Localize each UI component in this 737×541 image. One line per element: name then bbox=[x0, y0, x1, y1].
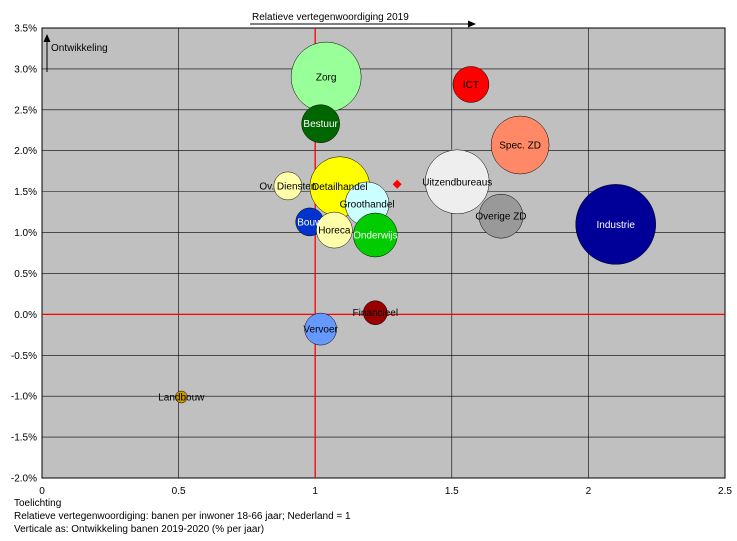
bubbles bbox=[175, 41, 656, 404]
y-tick-label: 1.0% bbox=[14, 228, 37, 239]
bubble-overige-zd bbox=[478, 193, 524, 239]
bubble-financieel bbox=[363, 300, 388, 325]
y-arrow-label: Ontwikkeling bbox=[51, 43, 108, 54]
bubble-uitzendbureaus bbox=[425, 149, 490, 215]
bubble-chart: Zorg ICT Bestuur Spec. ZD Ov. DienstenDetail… bbox=[11, 12, 733, 498]
x-arrow-head bbox=[468, 20, 476, 28]
x-tick-label: 2.5 bbox=[718, 486, 732, 497]
y-tick-label: -0.5% bbox=[11, 351, 37, 362]
bubble-landbouw bbox=[175, 390, 188, 404]
y-tick-label: 2.0% bbox=[14, 146, 37, 157]
y-tick-label: 3.0% bbox=[14, 64, 37, 75]
bubble-onderwijs bbox=[353, 212, 398, 258]
bubble-label-onderwijs: Onderwijs bbox=[353, 231, 397, 242]
axis-ticks: 3.5% 3.0% 2.5% 2.0% 1.5% 1.0% 0.5% 0.0% -0.5% -1.… bbox=[11, 24, 733, 498]
marker-diamond bbox=[392, 179, 402, 189]
x-tick-label: 1.5 bbox=[445, 486, 459, 497]
bubble-vervoer bbox=[304, 312, 337, 346]
y-tick-label: -1.0% bbox=[11, 392, 37, 403]
y-tick-label: 0.0% bbox=[14, 310, 37, 321]
notes-line-1: Relatieve vertegenwoordiging: banen per … bbox=[14, 511, 351, 522]
bubble-label-spec-zd: Spec. ZD bbox=[499, 141, 541, 152]
notes-line-2: Verticale as: Ontwikkeling banen 2019-20… bbox=[14, 524, 265, 535]
y-tick-label: -2.0% bbox=[11, 474, 37, 485]
bubble-label-financieel: Financieel bbox=[353, 308, 399, 319]
bubble-ict bbox=[452, 66, 490, 103]
y-tick-label: 0.5% bbox=[14, 269, 37, 280]
bubble-label-uitzendbureaus: Uitzendbureaus bbox=[422, 177, 492, 188]
bubble-horeca bbox=[316, 211, 353, 249]
axis-arrows: Relatieve vertegenwoordiging 2019 Ontwikk… bbox=[43, 12, 476, 72]
bubble-labels: Zorg ICT Bestuur Spec. ZD Ov. DienstenDetail… bbox=[158, 73, 635, 404]
bubble-label-landbouw: Landbouw bbox=[158, 393, 205, 404]
bubble-bestuur bbox=[301, 104, 340, 143]
x-tick-label: 1 bbox=[312, 486, 318, 497]
x-tick-label: 0.5 bbox=[172, 486, 186, 497]
bubble-label-zorg: Zorg bbox=[316, 73, 337, 84]
x-tick-label: 2 bbox=[586, 486, 592, 497]
bubble-label-groothandel: Groothandel bbox=[340, 199, 395, 210]
y-tick-label: 1.5% bbox=[14, 187, 37, 198]
bubble-ov-diensten bbox=[273, 171, 303, 201]
y-tick-label: 2.5% bbox=[14, 105, 37, 116]
bubble-label-industrie: Industrie bbox=[597, 220, 636, 231]
bubble-label-bouw: Bouw bbox=[297, 217, 323, 228]
bubble-label-overige-zd: Overige ZD bbox=[475, 212, 526, 223]
bubble-label-ov-diensten: Ov. Diensten bbox=[259, 181, 316, 192]
bubble-label-vervoer: Vervoer bbox=[303, 325, 338, 336]
y-tick-label: 3.5% bbox=[14, 24, 37, 35]
x-tick-label: 0 bbox=[39, 486, 45, 497]
bubble-label-detailhandel: Detailhandel bbox=[312, 182, 368, 193]
bubble-label-ict: ICT bbox=[463, 80, 479, 91]
bubble-label-horeca: Horeca bbox=[318, 226, 351, 237]
x-arrow-label: Relatieve vertegenwoordiging 2019 bbox=[252, 12, 409, 23]
bubble-label-bestuur: Bestuur bbox=[303, 119, 338, 130]
y-tick-label: -1.5% bbox=[11, 433, 37, 444]
notes-heading: Toelichting bbox=[14, 498, 62, 509]
bubble-industrie bbox=[575, 184, 656, 265]
y-arrow-head bbox=[43, 34, 51, 42]
bubble-spec-zd bbox=[490, 115, 550, 175]
